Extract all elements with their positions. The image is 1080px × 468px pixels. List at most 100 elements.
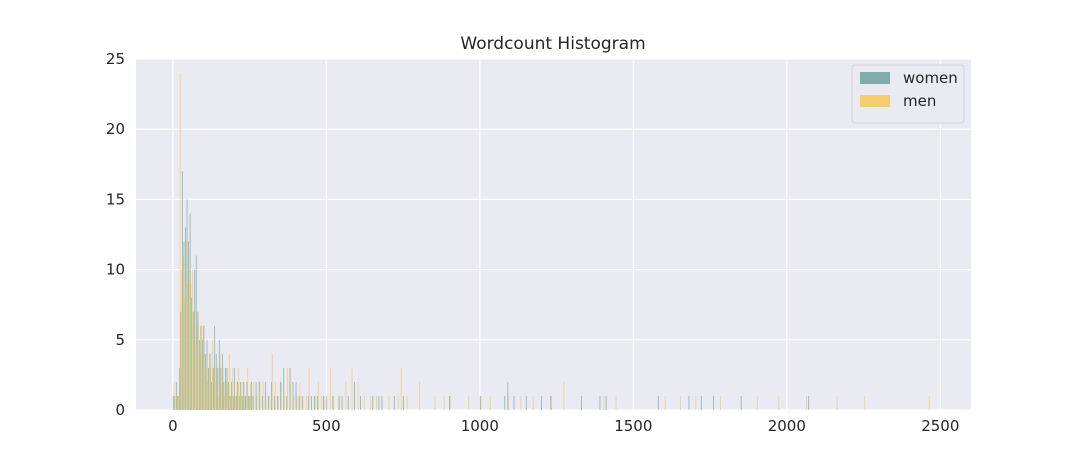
bar-men	[248, 395, 250, 410]
bar-men	[211, 339, 213, 410]
bar-women	[314, 395, 315, 410]
bar-men	[225, 381, 227, 410]
bar-women	[215, 353, 217, 410]
bar-women	[186, 199, 188, 410]
y-tick-label: 25	[106, 50, 125, 68]
bar-men	[210, 367, 212, 410]
bar-men	[205, 367, 207, 410]
bar-women	[381, 395, 383, 410]
bar-women	[241, 395, 243, 410]
bar-women	[310, 395, 312, 410]
bar-men	[259, 381, 261, 410]
bar-men	[756, 395, 758, 410]
bar-men	[239, 381, 241, 410]
bar-women	[198, 339, 200, 410]
bar-men	[265, 395, 267, 410]
bar-women	[244, 395, 246, 410]
bar-women	[226, 367, 228, 410]
bar-men	[228, 353, 230, 410]
bar-men	[182, 255, 184, 410]
bar-women	[175, 381, 177, 410]
bar-men	[778, 395, 780, 410]
bar-men	[196, 325, 198, 410]
bar-women	[205, 353, 206, 410]
bar-men	[680, 395, 681, 410]
bar-women	[218, 339, 220, 410]
bar-women	[283, 367, 285, 410]
bar-men	[397, 395, 399, 410]
bar-women	[192, 311, 194, 410]
y-axis-ticks: 0 5 10 15 20 25	[106, 50, 125, 419]
bar-women	[229, 395, 231, 410]
bar-women	[599, 395, 601, 410]
bar-women	[255, 381, 257, 410]
bar-men	[508, 395, 510, 410]
bar-women	[249, 395, 251, 410]
bar-women	[252, 395, 254, 410]
bar-women	[202, 339, 203, 410]
bar-women	[323, 395, 325, 410]
bar-women	[183, 241, 185, 410]
bar-men	[268, 395, 270, 410]
bar-women	[174, 395, 176, 410]
legend-label-men[interactable]: men	[903, 92, 936, 110]
bar-men	[244, 395, 246, 410]
bar-women	[292, 381, 294, 410]
bar-women	[188, 241, 189, 410]
bar-men	[480, 395, 482, 410]
bar-women	[261, 395, 263, 410]
bar-men	[242, 381, 244, 410]
bar-men	[202, 325, 204, 410]
bar-men	[443, 395, 445, 410]
bar-women	[403, 395, 404, 410]
bar-women	[393, 395, 395, 410]
legend[interactable]: women men	[851, 64, 965, 124]
bar-women	[212, 367, 214, 410]
bar-men	[320, 395, 322, 410]
bar-men	[330, 367, 331, 410]
bar-women	[191, 297, 193, 410]
bar-men	[333, 395, 335, 410]
bar-men	[213, 367, 215, 410]
bar-women	[271, 381, 272, 410]
bar-men	[176, 395, 178, 410]
bar-women	[232, 395, 234, 410]
bar-women	[353, 381, 355, 410]
bar-men	[179, 73, 181, 410]
bar-women	[317, 395, 318, 410]
bar-men	[193, 311, 195, 410]
bar-men	[928, 395, 930, 410]
bar-women	[185, 227, 186, 410]
bar-men	[308, 367, 310, 410]
bar-men	[317, 381, 319, 410]
bar-women	[217, 367, 219, 410]
bar-women	[221, 353, 223, 410]
bar-men	[695, 395, 697, 410]
bar-women	[274, 395, 275, 410]
plot-background	[136, 59, 971, 410]
bar-men	[664, 395, 666, 410]
bar-women	[513, 395, 515, 410]
bar-men	[296, 395, 298, 410]
bar-men	[195, 339, 196, 410]
bar-women	[298, 395, 300, 410]
chart-title: Wordcount Histogram	[460, 34, 645, 54]
bar-women	[307, 395, 309, 410]
bar-men	[250, 381, 252, 410]
bar-women	[178, 367, 180, 410]
bar-women	[200, 325, 202, 410]
x-tick-label: 1500	[614, 417, 652, 435]
bar-women	[360, 395, 361, 410]
bar-men	[222, 367, 224, 410]
bar-women	[347, 395, 349, 410]
bar-men	[185, 241, 187, 410]
bar-men	[370, 395, 371, 410]
bar-women	[223, 381, 225, 410]
bar-men	[357, 381, 359, 410]
x-tick-label: 500	[312, 417, 341, 435]
bar-men	[207, 381, 209, 410]
bar-men	[305, 395, 307, 410]
bar-women	[332, 395, 334, 410]
legend-label-women[interactable]: women	[903, 69, 958, 87]
x-tick-label: 1000	[461, 417, 499, 435]
